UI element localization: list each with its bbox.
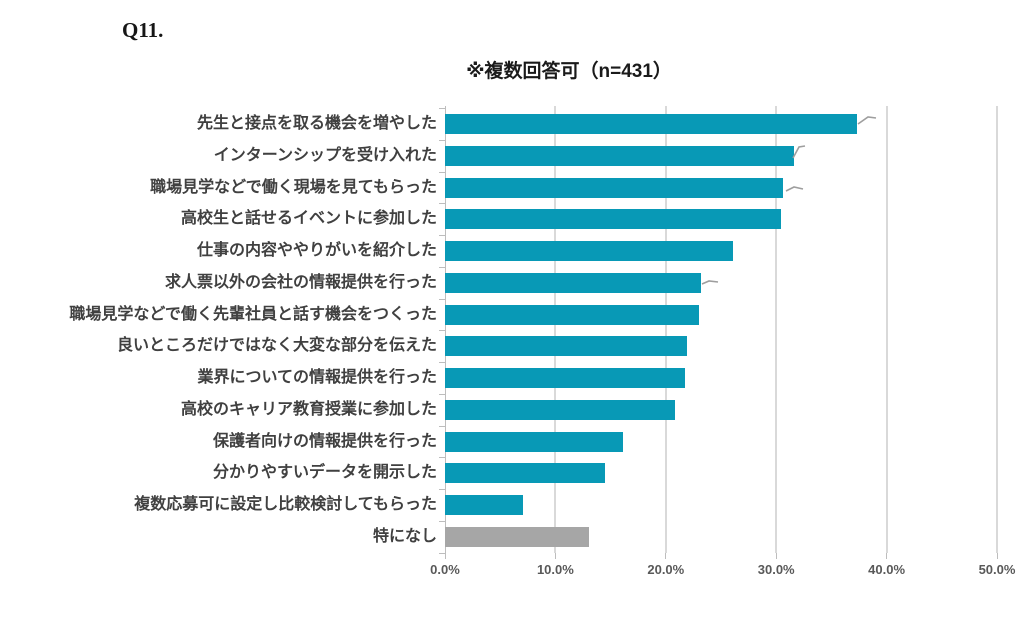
x-axis-tick-label: 0.0% bbox=[430, 562, 460, 577]
category-axis-tick bbox=[439, 520, 445, 522]
bar bbox=[445, 241, 734, 261]
gridline bbox=[885, 106, 888, 553]
gridline bbox=[664, 106, 667, 553]
x-axis-tick bbox=[554, 553, 556, 559]
leader-mark-bar-6 bbox=[701, 280, 719, 285]
bar bbox=[445, 495, 524, 515]
category-axis-tick bbox=[439, 235, 445, 236]
bar bbox=[445, 114, 857, 134]
leader-mark-bar-1 bbox=[857, 116, 877, 125]
x-axis-tick-label: 10.0% bbox=[536, 562, 574, 577]
bar bbox=[445, 463, 606, 484]
value-axis-line bbox=[444, 106, 446, 553]
x-axis-tick-label: 20.0% bbox=[647, 562, 685, 577]
category-axis-tick bbox=[439, 393, 445, 395]
category-axis-tick bbox=[439, 108, 445, 109]
category-axis-tick bbox=[439, 266, 445, 268]
category-label: 業界についての情報提供を行った bbox=[197, 369, 437, 386]
leader-mark-bar-3 bbox=[785, 186, 804, 192]
bar bbox=[445, 145, 794, 166]
x-axis-tick-label: 40.0% bbox=[868, 562, 906, 577]
category-label: 分かりやすいデータを開示した bbox=[212, 464, 437, 482]
category-axis-tick bbox=[439, 489, 445, 490]
category-label: 保護者向けの情報提供を行った bbox=[212, 432, 437, 450]
chart-note: ※複数回答可（n=431） bbox=[466, 61, 672, 82]
bar bbox=[445, 272, 702, 293]
x-axis-tick-label: 50.0% bbox=[978, 562, 1016, 577]
gridline bbox=[996, 106, 998, 553]
x-axis-tick bbox=[665, 553, 667, 559]
category-label: 求人票以外の会社の情報提供を行った bbox=[164, 273, 437, 291]
category-axis-tick bbox=[439, 457, 445, 459]
category-axis-tick bbox=[439, 425, 445, 427]
category-label: 職場見学などで働く先輩社員と話す機会をつくった bbox=[69, 305, 437, 323]
category-label: 高校のキャリア教育授業に参加した bbox=[180, 400, 437, 418]
bar bbox=[445, 336, 687, 357]
bar bbox=[445, 368, 685, 388]
bar bbox=[445, 431, 623, 452]
category-axis-tick bbox=[439, 203, 445, 205]
category-axis-tick bbox=[439, 139, 445, 141]
category-axis-tick bbox=[439, 552, 445, 554]
category-axis-tick bbox=[439, 362, 445, 363]
category-axis-tick bbox=[439, 171, 445, 173]
x-axis-tick bbox=[996, 553, 998, 559]
category-label: 先生と接点を取る機会を増やした bbox=[196, 115, 437, 132]
bar bbox=[445, 177, 783, 198]
category-label: 複数応募可に設定し比較検討してもらった bbox=[134, 496, 437, 513]
leader-mark-bar-2 bbox=[792, 145, 806, 159]
x-axis-tick bbox=[775, 553, 777, 559]
category-axis-tick bbox=[439, 330, 445, 332]
category-label: 良いところだけではなく大変な部分を伝えた bbox=[116, 337, 437, 355]
category-label: インターンシップを受け入れた bbox=[213, 146, 437, 164]
bar-neutral bbox=[445, 526, 589, 547]
category-label: 高校生と話せるイベントに参加した bbox=[180, 210, 437, 228]
bar bbox=[445, 209, 781, 230]
category-label: 特になし bbox=[372, 527, 437, 545]
category-label: 職場見学などで働く現場を見てもらった bbox=[150, 178, 437, 196]
category-label: 仕事の内容ややりがいを紹介した bbox=[196, 242, 437, 259]
gridline bbox=[554, 106, 557, 553]
bar bbox=[445, 399, 675, 420]
question-label: Q11. bbox=[122, 18, 164, 42]
x-axis-tick-label: 30.0% bbox=[757, 562, 795, 577]
bar bbox=[445, 304, 699, 325]
category-axis-tick bbox=[439, 298, 445, 300]
x-axis-tick bbox=[444, 553, 446, 559]
x-axis-tick bbox=[886, 553, 888, 559]
gridline bbox=[775, 106, 778, 553]
